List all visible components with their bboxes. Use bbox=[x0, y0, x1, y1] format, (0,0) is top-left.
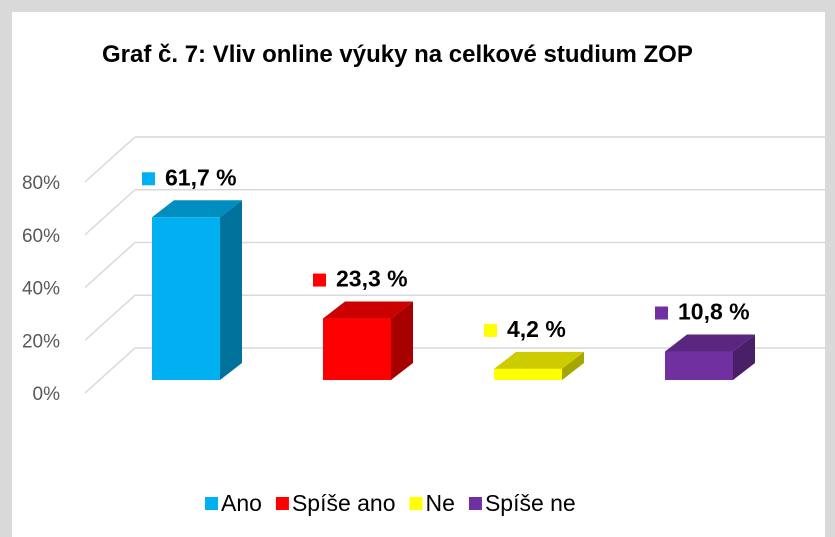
data-label-key bbox=[142, 172, 155, 186]
data-label: 4,2 % bbox=[507, 316, 566, 342]
bar-side bbox=[562, 351, 584, 380]
bar-front bbox=[323, 318, 391, 380]
grid-line bbox=[84, 294, 830, 341]
bar-side bbox=[391, 301, 413, 380]
y-tick-label: 40% bbox=[22, 279, 60, 300]
bar-top bbox=[494, 351, 584, 369]
bar-top bbox=[152, 200, 242, 218]
y-tick-label: 80% bbox=[22, 173, 60, 194]
bar-top bbox=[323, 301, 413, 319]
bar bbox=[152, 200, 242, 380]
legend-label: Spíše ano bbox=[292, 490, 396, 516]
bar bbox=[323, 301, 413, 380]
legend-label: Spíše ne bbox=[485, 490, 576, 516]
legend-swatch bbox=[275, 497, 289, 510]
bar-front bbox=[665, 351, 733, 380]
grid-line bbox=[84, 347, 830, 394]
bar bbox=[494, 351, 584, 380]
data-label: 61,7 % bbox=[165, 164, 237, 190]
data-label-key bbox=[484, 323, 497, 337]
y-tick-label: 20% bbox=[22, 331, 60, 352]
data-label: 23,3 % bbox=[336, 266, 408, 292]
legend-swatch bbox=[468, 497, 482, 510]
chart-title: Graf č. 7: Vliv online výuky na celkové … bbox=[102, 41, 693, 68]
legend-label: Ano bbox=[221, 490, 262, 516]
bar-top bbox=[665, 334, 755, 352]
bar-side bbox=[220, 200, 242, 380]
data-label-key bbox=[655, 306, 668, 320]
chart-area bbox=[12, 12, 825, 537]
data-label: 10,8 % bbox=[678, 299, 750, 325]
bar-front bbox=[152, 217, 220, 380]
bar-side bbox=[733, 334, 755, 380]
legend-swatch bbox=[205, 497, 218, 510]
grid-line bbox=[84, 136, 830, 183]
grid-line bbox=[84, 189, 830, 236]
legend-swatch bbox=[409, 497, 423, 510]
bar bbox=[665, 334, 755, 380]
bar-front bbox=[494, 368, 562, 380]
grid-line bbox=[84, 241, 830, 289]
legend-label: Ne bbox=[426, 490, 455, 516]
y-tick-label: 0% bbox=[33, 384, 61, 405]
y-tick-label: 60% bbox=[22, 226, 60, 247]
data-label-key bbox=[313, 273, 326, 287]
